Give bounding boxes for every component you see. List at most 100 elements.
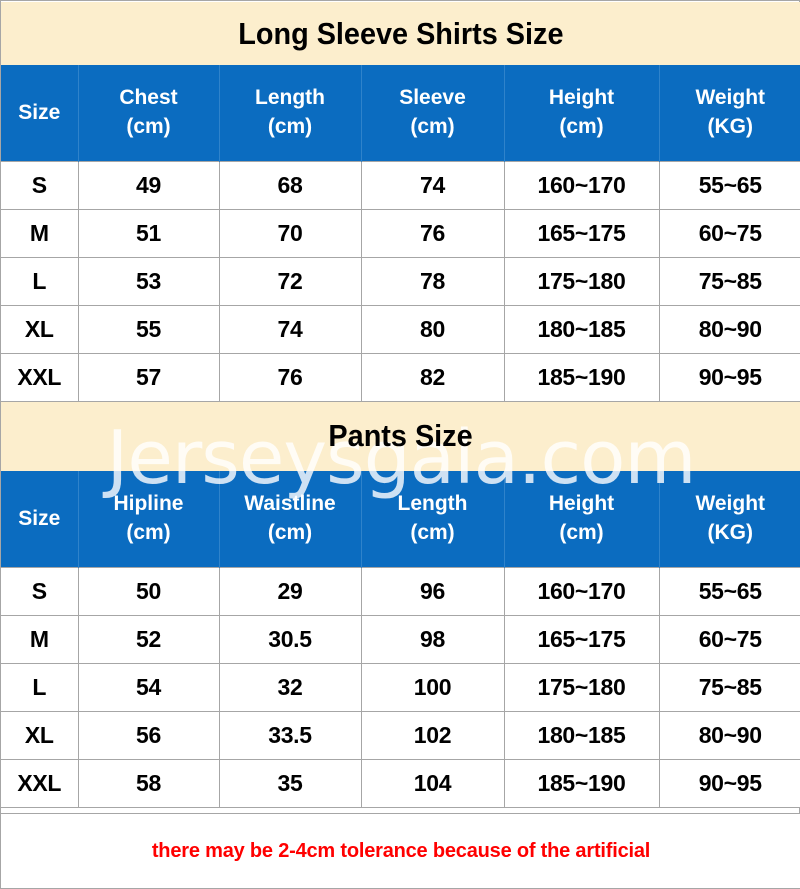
- column-header-unit: (cm): [410, 114, 455, 138]
- column-header-weight: Weight (KG): [659, 65, 800, 161]
- column-header-height: Height (cm): [504, 471, 660, 567]
- cell-length: 98: [360, 614, 505, 664]
- cell-size: M: [1, 614, 79, 664]
- table-header-row: Size Hipline (cm) Waistline (cm) Length …: [1, 471, 800, 567]
- cell-length: 102: [360, 710, 505, 760]
- cell-weight: 90~95: [658, 352, 800, 402]
- column-header-label: Height: [548, 492, 615, 516]
- cell-chest: 57: [77, 352, 220, 402]
- column-header-sleeve: Sleeve (cm): [361, 65, 505, 161]
- column-header-unit: (cm): [410, 520, 455, 544]
- table-row: S 49 68 74 160~170 55~65: [1, 160, 800, 210]
- cell-size: XXL: [1, 758, 79, 808]
- column-header-length: Length (cm): [361, 471, 505, 567]
- cell-height: 185~190: [503, 758, 660, 808]
- cell-length: 76: [218, 352, 362, 402]
- pants-title-band: Pants Size: [1, 401, 800, 471]
- cell-height: 185~190: [503, 352, 660, 402]
- column-header-unit: (cm): [126, 114, 171, 138]
- cell-height: 160~170: [503, 566, 660, 616]
- cell-size: S: [1, 566, 79, 616]
- column-header-label: Height: [548, 86, 615, 110]
- cell-sleeve: 78: [360, 256, 505, 306]
- column-header-label: Hipline: [113, 492, 184, 516]
- column-header-label: Length: [255, 86, 325, 110]
- shirts-title-band: Long Sleeve Shirts Size: [1, 2, 800, 65]
- table-row: XL 56 33.5 102 180~185 80~90: [1, 710, 800, 760]
- pants-title-band-background: [1, 401, 800, 471]
- cell-hipline: 54: [77, 662, 220, 712]
- tolerance-note-text: there may be 2-4cm tolerance because of …: [151, 839, 651, 862]
- cell-size: L: [1, 662, 79, 712]
- cell-weight: 90~95: [658, 758, 800, 808]
- column-header-chest: Chest (cm): [78, 65, 220, 161]
- cell-sleeve: 80: [360, 304, 505, 354]
- cell-waistline: 32: [218, 662, 362, 712]
- cell-chest: 51: [77, 208, 220, 258]
- shirts-size-table: Size Chest (cm) Length (cm) Sleeve (cm) …: [1, 65, 800, 402]
- cell-length: 96: [360, 566, 505, 616]
- cell-waistline: 33.5: [218, 710, 362, 760]
- cell-weight: 55~65: [658, 160, 800, 210]
- cell-waistline: 35: [218, 758, 362, 808]
- cell-weight: 80~90: [658, 304, 800, 354]
- column-header-label: Weight: [695, 86, 766, 110]
- column-header-label: Size: [18, 506, 61, 530]
- table-row: M 51 70 76 165~175 60~75: [1, 208, 800, 258]
- table-row: L 54 32 100 175~180 75~85: [1, 662, 800, 712]
- column-header-waistline: Waistline (cm): [219, 471, 362, 567]
- cell-height: 165~175: [503, 208, 660, 258]
- column-header-size: Size: [1, 65, 79, 161]
- column-header-unit: (KG): [707, 520, 754, 544]
- cell-size: L: [1, 256, 79, 306]
- column-header-hipline: Hipline (cm): [78, 471, 220, 567]
- table-row: L 53 72 78 175~180 75~85: [1, 256, 800, 306]
- cell-hipline: 50: [77, 566, 220, 616]
- cell-length: 70: [218, 208, 362, 258]
- table-row: XXL 57 76 82 185~190 90~95: [1, 352, 800, 402]
- cell-height: 180~185: [503, 304, 660, 354]
- column-header-size: Size: [1, 471, 79, 567]
- cell-height: 175~180: [503, 662, 660, 712]
- table-row: XXL 58 35 104 185~190 90~95: [1, 758, 800, 808]
- cell-height: 180~185: [503, 710, 660, 760]
- pants-title-text: Pants Size: [328, 418, 474, 453]
- column-header-label: Size: [18, 100, 61, 124]
- cell-length: 100: [360, 662, 505, 712]
- column-header-unit: (cm): [267, 520, 313, 544]
- cell-sleeve: 82: [360, 352, 505, 402]
- column-header-unit: (cm): [267, 114, 313, 138]
- cell-height: 160~170: [503, 160, 660, 210]
- column-header-unit: (KG): [707, 114, 754, 138]
- cell-waistline: 29: [218, 566, 362, 616]
- cell-chest: 49: [77, 160, 220, 210]
- table-row: S 50 29 96 160~170 55~65: [1, 566, 800, 616]
- cell-sleeve: 74: [360, 160, 505, 210]
- cell-waistline: 30.5: [218, 614, 362, 664]
- cell-size: XXL: [1, 352, 79, 402]
- table-row: M 52 30.5 98 165~175 60~75: [1, 614, 800, 664]
- cell-size: S: [1, 160, 79, 210]
- column-header-label: Sleeve: [399, 86, 466, 110]
- cell-length: 68: [218, 160, 362, 210]
- cell-weight: 80~90: [658, 710, 800, 760]
- column-header-unit: (cm): [559, 114, 604, 138]
- column-header-unit: (cm): [126, 520, 171, 544]
- pants-size-table: Size Hipline (cm) Waistline (cm) Length …: [1, 471, 800, 808]
- cell-weight: 55~65: [658, 566, 800, 616]
- cell-sleeve: 76: [360, 208, 505, 258]
- cell-height: 165~175: [503, 614, 660, 664]
- column-header-label: Waistline: [244, 492, 336, 516]
- cell-chest: 53: [77, 256, 220, 306]
- cell-weight: 75~85: [658, 662, 800, 712]
- cell-size: XL: [1, 710, 79, 760]
- column-header-weight: Weight (KG): [659, 471, 800, 567]
- shirts-title-text: Long Sleeve Shirts Size: [238, 15, 564, 51]
- column-header-height: Height (cm): [504, 65, 660, 161]
- column-header-label: Weight: [695, 492, 766, 516]
- cell-weight: 60~75: [658, 208, 800, 258]
- tolerance-note: there may be 2-4cm tolerance because of …: [1, 813, 800, 888]
- cell-length: 74: [218, 304, 362, 354]
- column-header-unit: (cm): [559, 520, 604, 544]
